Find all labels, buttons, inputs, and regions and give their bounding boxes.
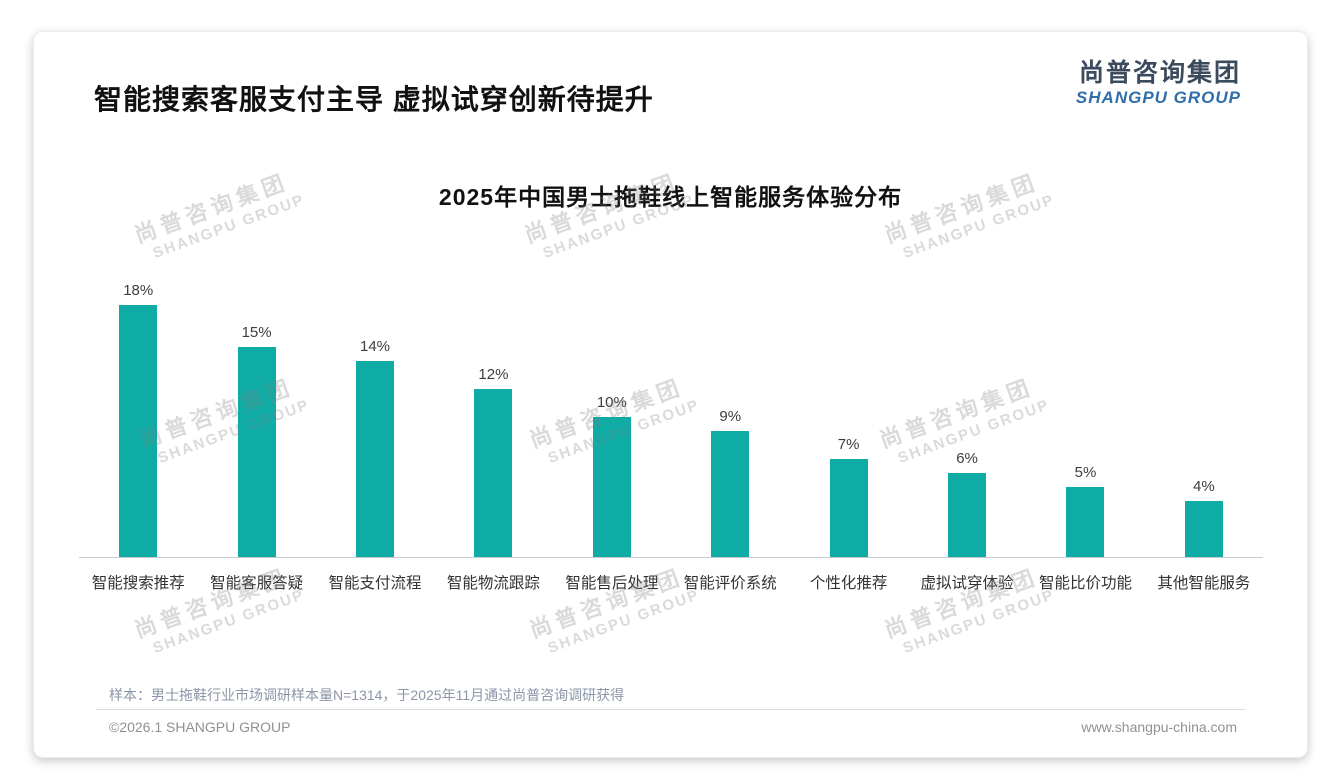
- slide-card: 智能搜索客服支付主导 虚拟试穿创新待提升 尚普咨询集团 SHANGPU GROU…: [33, 31, 1308, 758]
- watermark-english-text: SHANGPU GROUP: [545, 586, 703, 657]
- company-logo: 尚普咨询集团 SHANGPU GROUP: [1076, 59, 1241, 107]
- website-text: www.shangpu-china.com: [1081, 719, 1237, 735]
- bar-value-label: 10%: [596, 394, 627, 411]
- x-axis-label: 智能支付流程: [328, 575, 422, 592]
- bar: [1184, 501, 1223, 557]
- bar-slot: 14%: [316, 272, 434, 557]
- bar-value-label: 9%: [719, 408, 742, 425]
- bar-value-label: 15%: [241, 324, 272, 341]
- bar-value-label: 5%: [1074, 464, 1097, 481]
- bar: [829, 459, 868, 557]
- x-axis-label: 智能物流跟踪: [446, 575, 540, 592]
- bar: [592, 417, 631, 557]
- bar: [711, 431, 750, 557]
- watermark-english-text: SHANGPU GROUP: [150, 586, 308, 657]
- bar: [237, 347, 276, 557]
- x-axis-label: 智能比价功能: [1038, 575, 1132, 592]
- bar: [948, 473, 987, 557]
- chart-plot-area: 18% 15% 14% 12% 10% 9% 7% 6% 5% 4%: [79, 272, 1263, 558]
- sample-note: 样本：男士拖鞋行业市场调研样本量N=1314，于2025年11月通过尚普咨询调研…: [109, 687, 625, 703]
- logo-english-text: SHANGPU GROUP: [1075, 87, 1241, 107]
- chart-title: 2025年中国男士拖鞋线上智能服务体验分布: [438, 184, 903, 210]
- x-axis-label: 智能评价系统: [683, 575, 777, 592]
- bar-slot: 7%: [789, 272, 907, 557]
- x-axis-label: 智能搜索推荐: [91, 575, 185, 592]
- footer-divider: [96, 709, 1245, 710]
- bar: [474, 389, 513, 557]
- copyright-text: ©2026.1 SHANGPU GROUP: [109, 719, 291, 735]
- bar-value-label: 6%: [956, 450, 978, 467]
- bar-slot: 18%: [79, 272, 197, 557]
- slide-title: 智能搜索客服支付主导 虚拟试穿创新待提升: [94, 84, 654, 115]
- bar-slot: 12%: [434, 272, 552, 557]
- bar-value-label: 18%: [123, 282, 154, 299]
- bar-value-label: 12%: [478, 366, 509, 383]
- watermark-english-text: SHANGPU GROUP: [900, 586, 1058, 657]
- bar-value-label: 14%: [360, 338, 391, 355]
- logo-chinese-text: 尚普咨询集团: [1078, 59, 1241, 87]
- bar-slot: 15%: [197, 272, 315, 557]
- bar-slot: 6%: [908, 272, 1026, 557]
- x-axis-label: 其他智能服务: [1157, 575, 1251, 592]
- x-axis-label: 智能售后处理: [565, 575, 659, 592]
- x-axis-label: 智能客服答疑: [210, 575, 304, 592]
- bar-slot: 9%: [671, 272, 789, 557]
- bar-slot: 4%: [1145, 272, 1263, 557]
- bar: [356, 361, 395, 557]
- bar: [119, 305, 158, 557]
- x-axis-labels: 智能搜索推荐 智能客服答疑 智能支付流程 智能物流跟踪 智能售后处理 智能评价系统 个性化推…: [79, 558, 1263, 593]
- bar-value-label: 7%: [837, 436, 860, 453]
- x-axis-label: 个性化推荐: [809, 575, 888, 592]
- x-axis-label: 虚拟试穿体验: [920, 575, 1014, 592]
- bar-slot: 10%: [553, 272, 671, 557]
- bar-chart: 18% 15% 14% 12% 10% 9% 7% 6% 5% 4% 智能搜索推荐 智能客服答疑 智能…: [79, 272, 1263, 593]
- bar: [1066, 487, 1105, 557]
- bar-value-label: 4%: [1193, 478, 1215, 495]
- bar-slot: 5%: [1026, 272, 1144, 557]
